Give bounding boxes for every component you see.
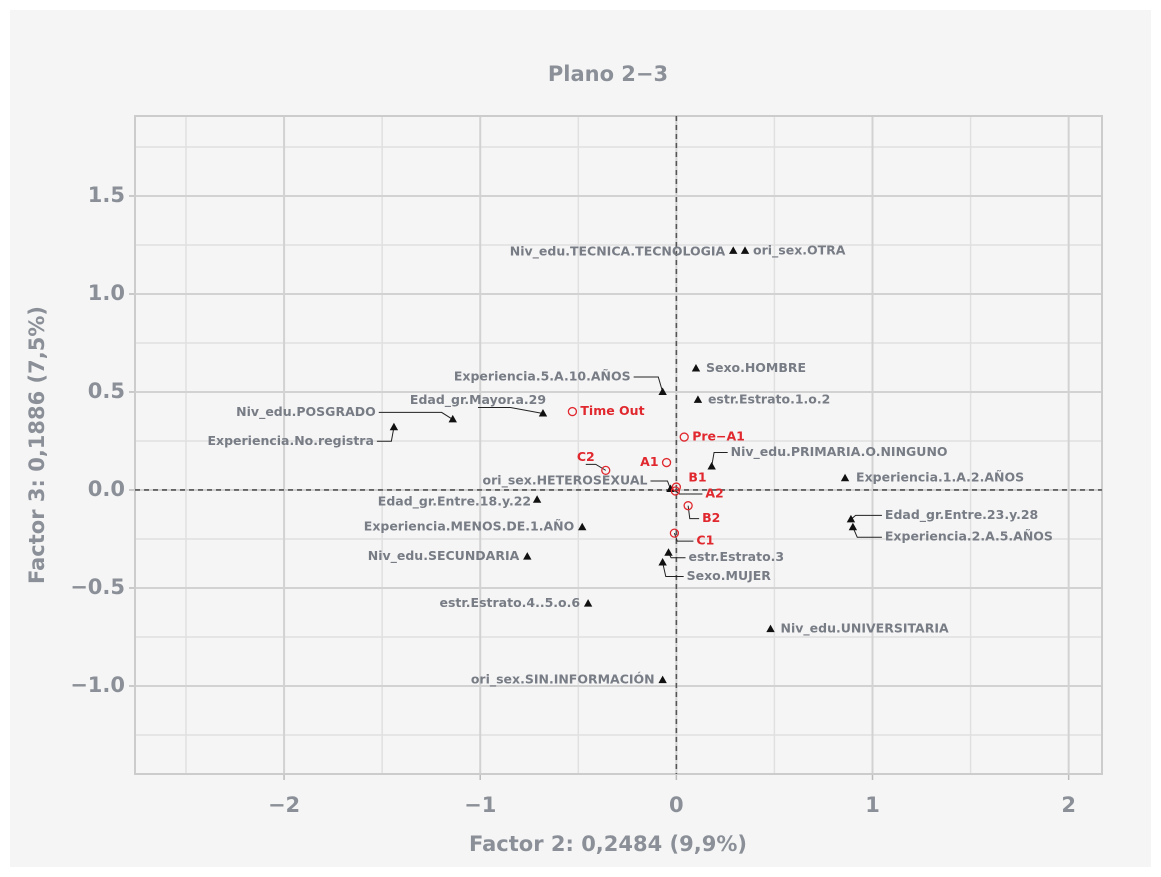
point-label: Niv_edu.POSGRADO	[236, 404, 376, 420]
leader-line	[675, 490, 703, 495]
point-label: Niv_edu.SECUNDARIA	[368, 548, 520, 564]
leader-line	[633, 376, 664, 393]
point	[691, 363, 701, 372]
point	[683, 501, 693, 511]
leader-line	[378, 411, 454, 420]
leader-line	[662, 562, 684, 578]
point	[666, 484, 675, 493]
point-label: Sexo.MUJER	[687, 568, 772, 583]
point-label: A2	[705, 485, 723, 500]
point	[578, 522, 587, 531]
y-tick-label: 1.0	[88, 281, 125, 305]
point	[661, 457, 672, 468]
point-label: Niv_edu.TECNICA.TECNOLOGIA	[510, 243, 726, 259]
point	[538, 409, 548, 417]
point-label: Experiencia.No.registra	[207, 433, 373, 448]
point-label: ori_sex.SIN.INFORMACIÓN	[471, 672, 655, 688]
point	[846, 514, 856, 523]
x-tick-label: 2	[1061, 793, 1076, 817]
point-label: estr.Estrato.3	[689, 549, 785, 564]
point	[848, 522, 858, 531]
point-label: C1	[696, 533, 714, 548]
point	[523, 552, 532, 560]
x-tick-label: −2	[268, 793, 300, 817]
x-axis-title: Factor 2: 0,2484 (9,9%)	[469, 832, 747, 856]
point-label: Edad_gr.Entre.18.y.22	[378, 493, 531, 509]
x-tick-label: 1	[865, 793, 880, 817]
leader-line	[711, 451, 728, 467]
point	[567, 406, 578, 417]
x-tick-label: 0	[669, 793, 684, 817]
y-tick-label: 0.0	[88, 477, 125, 501]
point	[670, 486, 681, 496]
y-axis-title: Factor 3: 0,1886 (7,5%)	[25, 306, 49, 584]
point	[583, 599, 593, 607]
point-label: Edad_gr.Mayor.a.29	[410, 392, 546, 408]
chart-title: Plano 2−3	[548, 62, 668, 86]
leader-line	[477, 407, 544, 415]
point	[448, 414, 457, 423]
y-tick-label: 1.5	[88, 183, 125, 207]
x-tick-label: −1	[464, 793, 496, 817]
point	[389, 422, 399, 431]
point-label: C2	[577, 449, 595, 464]
point	[658, 675, 667, 684]
point-label: Pre−A1	[692, 429, 745, 444]
point-label: Edad_gr.Entre.23.y.28	[885, 507, 1038, 523]
point-label: Experiencia.2.A.5.AÑOS	[885, 529, 1053, 544]
point	[679, 432, 689, 442]
leader-line	[852, 527, 882, 538]
background	[10, 10, 1151, 867]
leader-line	[673, 532, 694, 542]
point	[601, 465, 611, 476]
y-tick-label: −0.5	[70, 575, 125, 599]
point-label: Time Out	[580, 403, 644, 418]
point	[840, 473, 850, 482]
point-label: B1	[688, 470, 706, 485]
point-label: ori_sex.HETEROSEXUAL	[483, 473, 648, 489]
plot-border	[134, 115, 1103, 775]
point	[707, 461, 716, 470]
point-label: estr.Estrato.1.o.2	[708, 391, 830, 406]
point-label: Niv_edu.PRIMARIA.O.NINGUNO	[731, 444, 948, 460]
leader-line	[376, 427, 395, 442]
point	[740, 246, 750, 254]
y-tick-label: −1.0	[70, 673, 125, 697]
point	[669, 528, 680, 538]
point	[664, 548, 673, 556]
point	[658, 387, 667, 395]
point	[671, 482, 682, 492]
point-label: Sexo.HOMBRE	[706, 360, 806, 375]
point-label: ori_sex.OTRA	[753, 242, 846, 258]
point	[658, 558, 667, 566]
point-label: A1	[640, 454, 658, 469]
y-tick-label: 0.5	[88, 379, 125, 403]
point-label: Experiencia.5.A.10.AÑOS	[454, 368, 631, 383]
point-label: Niv_edu.UNIVERSITARIA	[781, 621, 949, 637]
point	[693, 395, 703, 403]
point-label: Experiencia.1.A.2.AÑOS	[856, 470, 1024, 485]
point	[532, 495, 542, 503]
point-label: Experiencia.MENOS.DE.1.AÑO	[364, 519, 574, 534]
point	[729, 246, 738, 254]
point-label: B2	[702, 510, 720, 525]
point	[766, 624, 775, 633]
point-label: estr.Estrato.4..5.o.6	[440, 595, 581, 610]
